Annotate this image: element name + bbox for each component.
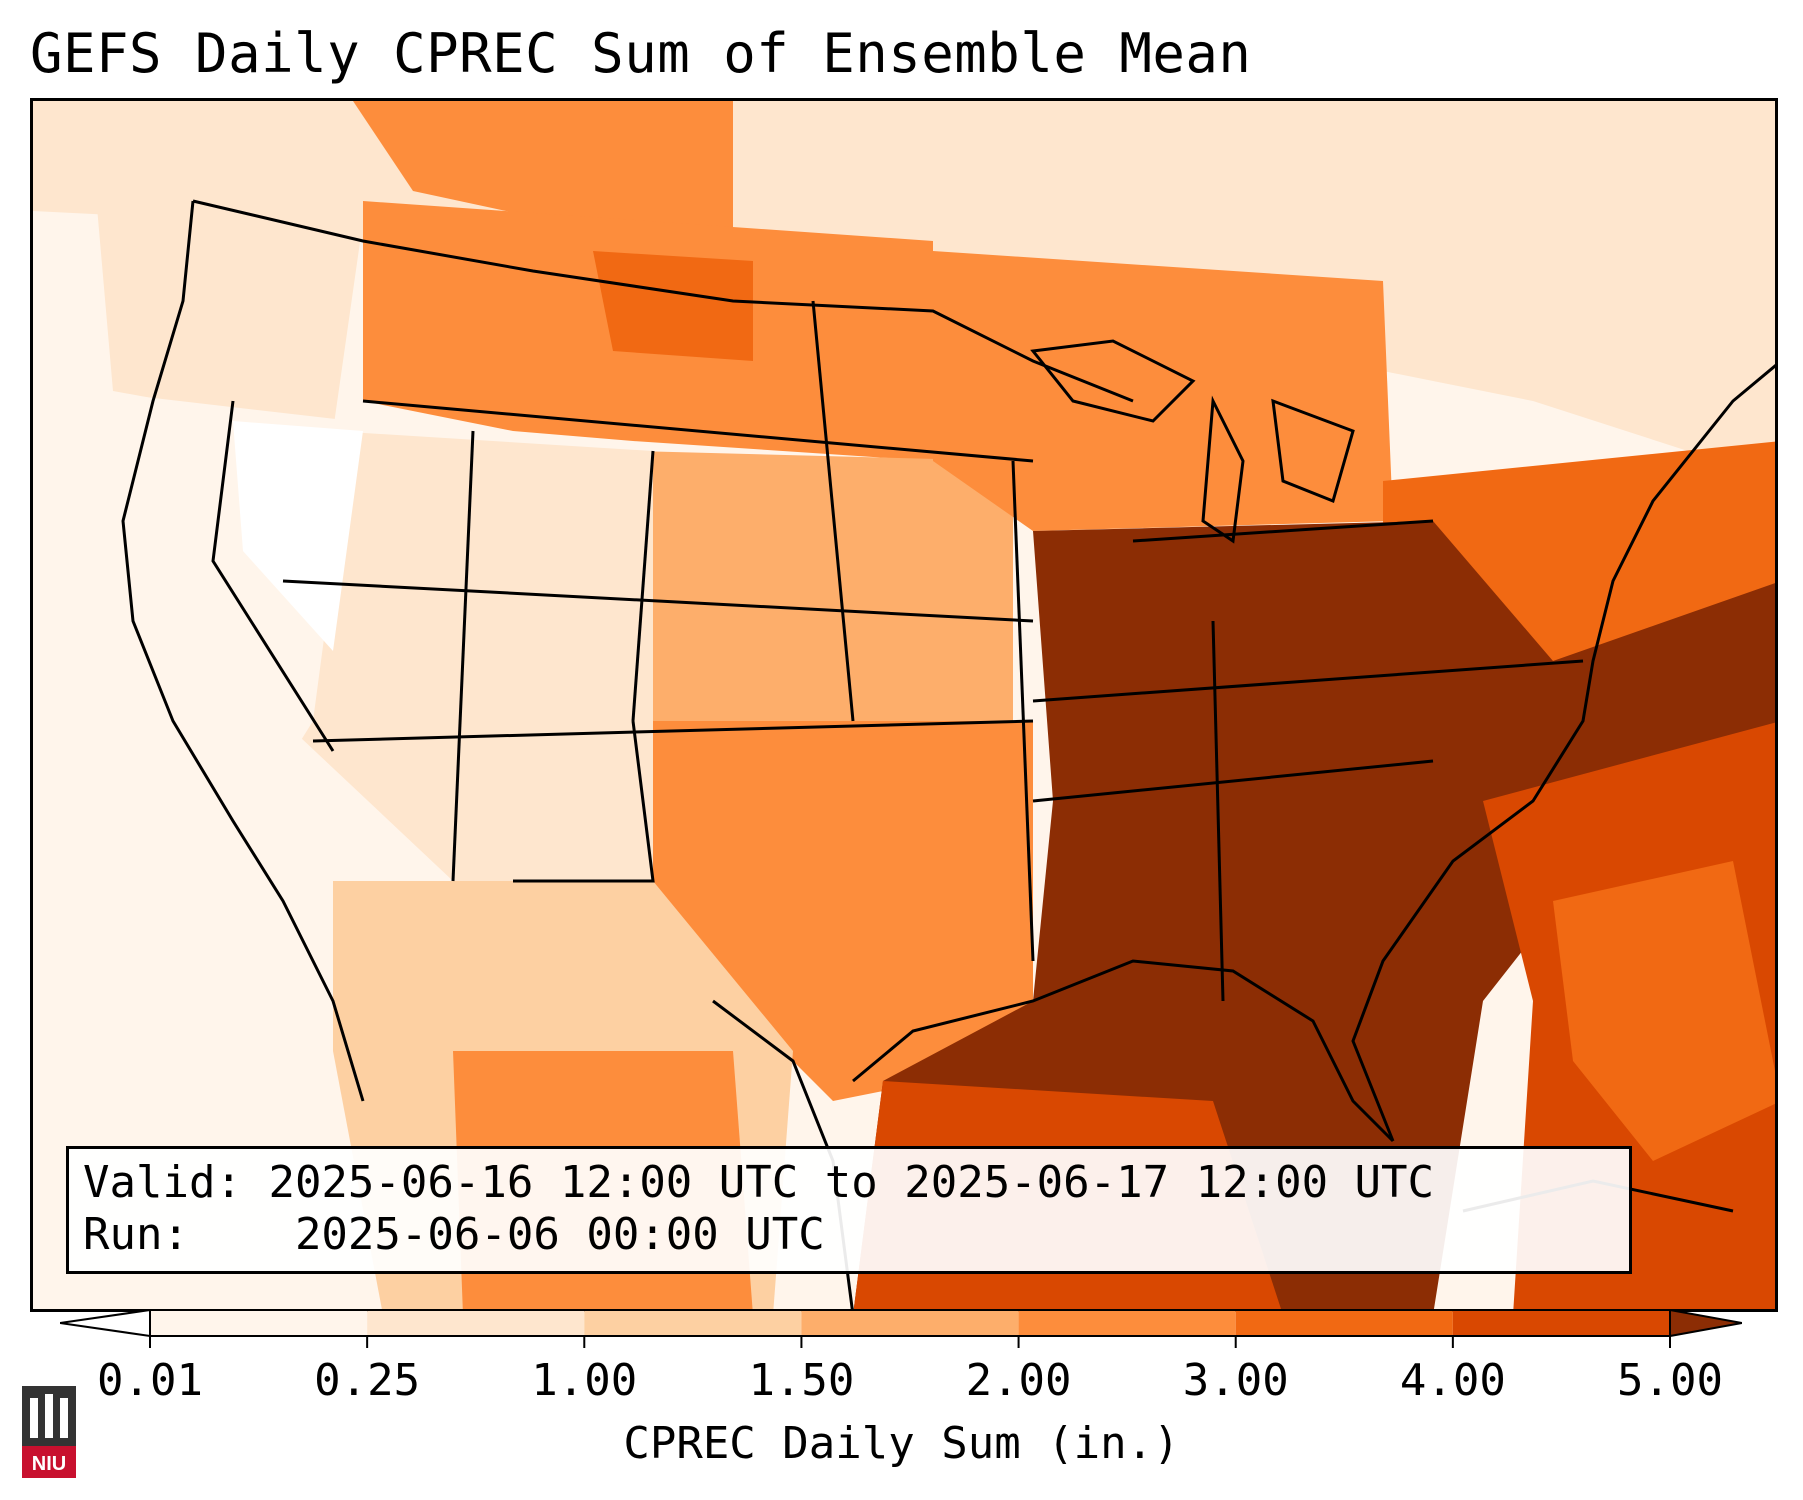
colorbar-segment: [584, 1310, 802, 1336]
colorbar-tick-label: 0.01: [97, 1355, 203, 1406]
colorbar: [60, 1310, 1742, 1348]
boundary-line: [631, 450, 655, 722]
boundary-line: [1032, 759, 1434, 803]
colorbar-tick-label: 1.00: [531, 1355, 638, 1406]
niu-logo: NIU: [22, 1386, 76, 1478]
colorbar-tick-label: 0.25: [314, 1355, 421, 1406]
region-southwest: [283, 431, 653, 881]
valid-run-infobox: Valid: 2025-06-16 12:00 UTC to 2025-06-1…: [66, 1146, 1632, 1274]
colorbar-tick-label: 2.00: [965, 1355, 1072, 1406]
region-montana-core: [593, 251, 753, 361]
boundary-line: [811, 300, 855, 722]
boundary-line: [513, 720, 655, 883]
colorbar-tick-label: 4.00: [1399, 1355, 1506, 1406]
lake-huron: [1271, 398, 1355, 504]
boundary-line: [362, 399, 1034, 463]
map-svg: [33, 101, 1775, 1309]
boundary-line: [451, 430, 475, 882]
colorbar-tick-label: 1.50: [748, 1355, 855, 1406]
colorbar-segment: [1235, 1310, 1453, 1336]
colorbar-extend-min: [60, 1310, 151, 1338]
boundary-line: [282, 579, 1034, 623]
boundary-line: [211, 400, 335, 752]
precip-shading: [33, 101, 1775, 1309]
boundary-line: [312, 719, 1034, 743]
logo-banner: [22, 1446, 76, 1478]
region-nevada: [233, 421, 363, 651]
region-canada-prairie: [353, 101, 733, 231]
gulf-coastline: [852, 959, 1395, 1143]
logo-text: NIU: [32, 1453, 66, 1475]
colorbar-border: [149, 1310, 1671, 1337]
political-boundaries: [121, 199, 1775, 1309]
colorbar-segment: [367, 1310, 585, 1336]
region-pacific-northwest: [93, 161, 363, 431]
colorbar-tick-label: 5.00: [1617, 1355, 1723, 1406]
colorbar-segment: [1018, 1310, 1236, 1336]
colorbar-tick-label: 3.00: [1182, 1355, 1289, 1406]
lake-michigan: [1201, 395, 1245, 544]
valid-prefix: Valid:: [83, 1157, 242, 1208]
map-title: GEFS Daily CPREC Sum of Ensemble Mean: [30, 22, 1252, 85]
precipitation-map: [30, 98, 1778, 1312]
us-canada-border: [192, 199, 1134, 403]
colorbar-extend-max: [1669, 1310, 1742, 1338]
colorbar-segment: [801, 1310, 1019, 1336]
run-time: 2025-06-06 00:00 UTC: [294, 1209, 825, 1260]
colorbar-segment: [1452, 1310, 1670, 1336]
colorbar-label: CPREC Daily Sum (in.): [623, 1418, 1180, 1469]
valid-time-range: 2025-06-16 12:00 UTC to 2025-06-17 12:00…: [268, 1157, 1435, 1208]
boundary-line: [1011, 460, 1035, 962]
boundary-line: [1032, 659, 1584, 703]
run-prefix: Run:: [83, 1209, 189, 1260]
region-atlantic-patch: [1553, 861, 1775, 1161]
boundary-line: [1211, 620, 1225, 1002]
pacific-coastline: [121, 200, 365, 1102]
region-central-plains: [633, 451, 1013, 721]
boundary-line: [1132, 519, 1434, 543]
region-southern-plains: [633, 721, 1033, 1101]
lake-superior: [1030, 339, 1196, 423]
colorbar-segment: [150, 1310, 368, 1336]
atlantic-coastline: [1351, 364, 1775, 1142]
region-great-lakes: [933, 251, 1393, 531]
